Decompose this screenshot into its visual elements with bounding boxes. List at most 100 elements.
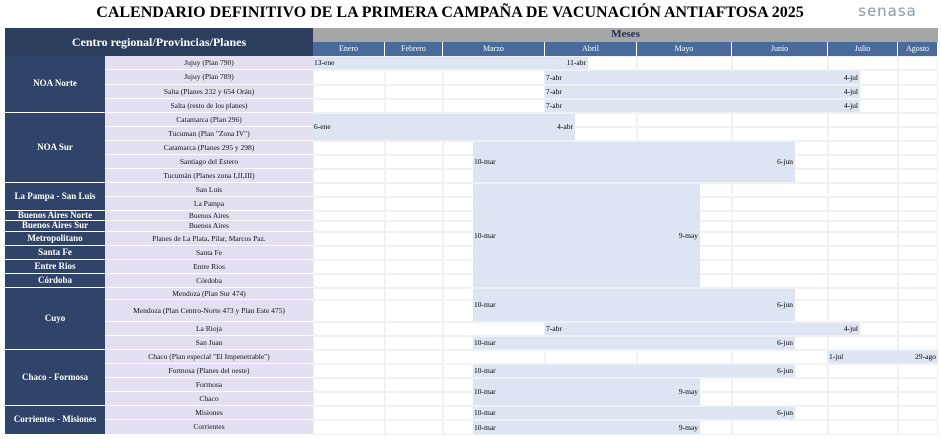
grid-cell: [732, 274, 828, 288]
period-end: 29-ago: [915, 352, 936, 362]
grid-cell: [385, 364, 443, 378]
month-header: Junio: [732, 42, 828, 56]
grid-cell: [313, 392, 385, 406]
grid-cell: [898, 322, 938, 336]
grid-cell: [313, 300, 385, 322]
grid-cell: [732, 221, 828, 232]
region-cell: NOA Sur: [5, 113, 105, 183]
period-start: 7-abr: [546, 101, 562, 111]
grid-cell: [385, 246, 443, 260]
period-bar: [473, 379, 700, 405]
region-cell: Santa Fe: [5, 246, 105, 260]
period-bar: [545, 100, 860, 112]
period-bar: [473, 365, 795, 377]
grid-cell: [898, 56, 938, 70]
period-end: 11-abr: [566, 58, 586, 68]
period-bar: [313, 114, 575, 140]
grid-cell: [313, 274, 385, 288]
grid-cell: [313, 364, 385, 378]
grid-cell: [898, 169, 938, 183]
period-start: 1-jul: [829, 352, 844, 362]
grid-cell: [732, 246, 828, 260]
period-start: 10-mar: [474, 408, 496, 418]
grid-cell: [732, 127, 828, 141]
grid-cell: [732, 113, 828, 127]
grid-cell: [385, 350, 443, 364]
period-start: 10-mar: [474, 230, 496, 240]
grid-cell: [828, 378, 898, 392]
period-bar: [473, 337, 795, 349]
period-end: 9-may: [678, 387, 698, 397]
plan-cell: La Pampa: [105, 197, 313, 211]
period-bar: [473, 421, 700, 434]
grid-cell: [313, 70, 385, 85]
grid-cell: [898, 420, 938, 435]
period-end: 6-jun: [777, 408, 793, 418]
grid-cell: [732, 378, 828, 392]
months-header: Meses: [313, 28, 938, 42]
grid-cell: [637, 350, 732, 364]
period-start: 7-abr: [546, 72, 562, 82]
column-header: Centro regional/Provincias/Planes: [5, 28, 313, 56]
period-end: 6-jun: [777, 157, 793, 167]
grid-cell: [313, 169, 385, 183]
region-cell: Corrientes - Misiones: [5, 406, 105, 435]
grid-cell: [828, 127, 898, 141]
month-header: Julio: [828, 42, 898, 56]
region-cell: Metropolitano: [5, 232, 105, 246]
grid-cell: [828, 221, 898, 232]
period-start: 7-abr: [546, 87, 562, 97]
plan-cell: Buenos Aires: [105, 221, 313, 232]
plan-cell: San Luis: [105, 183, 313, 197]
period-end: 4-jul: [843, 87, 858, 97]
plan-cell: Formosa: [105, 378, 313, 392]
grid-cell: [313, 197, 385, 211]
grid-cell: [443, 85, 545, 99]
grid-cell: [313, 99, 385, 113]
plan-cell: Salta (resto de los planes): [105, 99, 313, 113]
grid-cell: [828, 232, 898, 246]
grid-cell: [828, 288, 898, 300]
period-end: 9-may: [678, 422, 698, 432]
period-start: 6-ene: [314, 122, 331, 132]
grid-cell: [385, 260, 443, 274]
grid-cell: [385, 392, 443, 406]
grid-cell: [385, 169, 443, 183]
grid-cell: [443, 322, 545, 336]
grid-cell: [313, 336, 385, 350]
grid-cell: [732, 56, 828, 70]
grid-cell: [898, 155, 938, 169]
region-cell: NOA Norte: [5, 56, 105, 113]
period-end: 4-jul: [843, 72, 858, 82]
title: CALENDARIO DEFINITIVO DE LA PRIMERA CAMP…: [96, 3, 804, 21]
grid-cell: [385, 141, 443, 155]
plan-cell: Chaco: [105, 392, 313, 406]
grid-cell: [443, 70, 545, 85]
grid-cell: [313, 350, 385, 364]
grid-cell: [385, 183, 443, 197]
period-end: 6-jun: [777, 366, 793, 376]
grid-cell: [443, 350, 545, 364]
grid-cell: [732, 211, 828, 221]
grid-cell: [828, 392, 898, 406]
grid-cell: [637, 56, 732, 70]
grid-cell: [732, 392, 828, 406]
region-cell: Chaco - Formosa: [5, 350, 105, 406]
grid-cell: [828, 364, 898, 378]
region-cell: Córdoba: [5, 274, 105, 288]
grid-cell: [313, 141, 385, 155]
grid-cell: [898, 364, 938, 378]
plan-cell: Planes de La Plata, Pilar, Marcos Paz.: [105, 232, 313, 246]
grid-cell: [898, 221, 938, 232]
period-bar: [545, 71, 860, 84]
period-bar: [473, 289, 795, 321]
grid-cell: [828, 336, 898, 350]
grid-cell: [313, 406, 385, 420]
month-header: Marzo: [443, 42, 545, 56]
grid-cell: [732, 420, 828, 435]
grid-cell: [898, 127, 938, 141]
grid-cell: [313, 420, 385, 435]
grid-cell: [732, 183, 828, 197]
grid-cell: [313, 221, 385, 232]
grid-cell: [385, 99, 443, 113]
